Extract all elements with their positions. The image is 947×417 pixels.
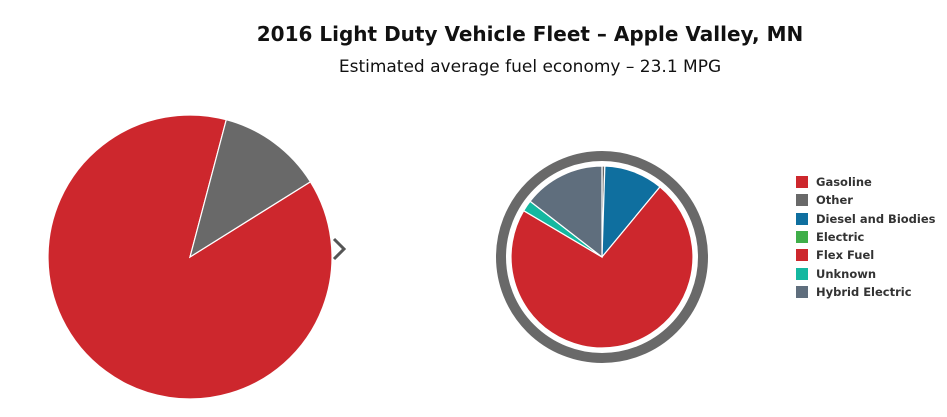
legend-swatch <box>796 176 808 189</box>
legend-swatch <box>796 212 808 225</box>
legend-item-flex-fuel[interactable]: Flex Fuel <box>796 246 936 264</box>
legend-item-electric[interactable]: Electric <box>796 228 936 246</box>
legend-label: Hybrid Electric <box>816 284 912 299</box>
legend-label: Gasoline <box>816 175 872 190</box>
chart-subtitle: Estimated average fuel economy – 23.1 MP… <box>338 57 722 77</box>
legend-label: Electric <box>816 230 865 245</box>
legend-item-gasoline[interactable]: Gasoline <box>796 173 936 191</box>
chevron-right-icon[interactable] <box>332 237 347 261</box>
legend-swatch <box>796 194 808 207</box>
legend-item-unknown[interactable]: Unknown <box>796 264 936 282</box>
legend-label: Flex Fuel <box>816 248 875 263</box>
legend-swatch <box>796 285 808 298</box>
pie-ring <box>496 151 708 363</box>
legend-item-hybrid-electric[interactable]: Hybrid Electric <box>796 283 936 301</box>
legend-item-diesel-and-biodies[interactable]: Diesel and Biodies <box>796 210 936 228</box>
chart-title: 2016 Light Duty Vehicle Fleet – Apple Va… <box>256 22 804 46</box>
legend-label: Other <box>816 193 853 208</box>
legend-swatch <box>796 231 808 244</box>
legend-swatch <box>796 267 808 280</box>
main-pie-chart[interactable] <box>40 115 360 405</box>
drilldown-pie-slice-flex-fuel[interactable] <box>510 186 694 349</box>
legend-label: Unknown <box>816 266 877 281</box>
main-pie-slice-other[interactable] <box>189 118 312 259</box>
legend-swatch <box>796 249 808 262</box>
legend-item-other[interactable]: Other <box>796 191 936 209</box>
drilldown-pie-chart[interactable] <box>490 148 715 373</box>
legend: Gasoline Other Diesel and Biodies Electric F… <box>796 173 936 301</box>
drilldown-pie-slice-hybrid-electric[interactable] <box>529 165 603 259</box>
legend-label: Diesel and Biodies <box>816 211 936 226</box>
